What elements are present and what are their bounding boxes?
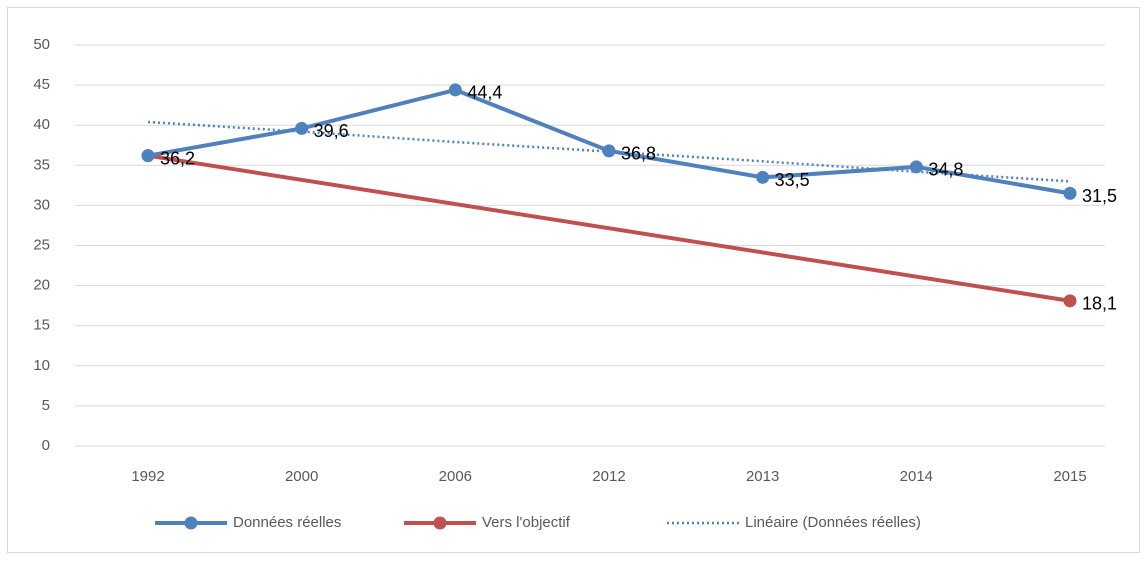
data-point (295, 121, 309, 135)
y-tick-label: 15 (33, 317, 50, 334)
y-tick-label: 5 (42, 397, 50, 414)
y-tick-label: 20 (33, 277, 50, 294)
y-tick-label: 25 (33, 236, 50, 253)
data-point (1063, 186, 1077, 200)
data-point (909, 160, 923, 174)
y-tick-label: 10 (33, 357, 50, 374)
data-label: 44,4 (467, 83, 502, 103)
legend-marker (433, 516, 447, 530)
x-tick-label: 1992 (131, 468, 164, 485)
data-point (602, 144, 616, 158)
data-point (756, 170, 770, 184)
y-tick-label: 40 (33, 116, 50, 133)
legend-marker (184, 516, 198, 530)
chart-border (7, 7, 1140, 553)
data-label: 18,1 (1082, 294, 1117, 314)
y-tick-label: 35 (33, 156, 50, 173)
data-label: 34,8 (928, 160, 963, 180)
x-tick-label: 2015 (1053, 468, 1086, 485)
data-point (448, 83, 462, 97)
legend-label: Linéaire (Données réelles) (745, 514, 921, 531)
data-label: 39,6 (314, 121, 349, 141)
x-tick-label: 2006 (439, 468, 472, 485)
x-tick-label: 2000 (285, 468, 318, 485)
y-tick-label: 0 (42, 437, 50, 454)
x-tick-label: 2013 (746, 468, 779, 485)
data-label: 33,5 (775, 170, 810, 190)
y-tick-label: 45 (33, 76, 50, 93)
x-tick-label: 2012 (592, 468, 625, 485)
data-point (1063, 294, 1077, 308)
y-tick-label: 50 (33, 36, 50, 53)
x-tick-label: 2014 (900, 468, 933, 485)
data-label: 36,2 (160, 148, 195, 168)
legend-label: Vers l'objectif (482, 514, 571, 531)
legend-label: Données réelles (233, 514, 341, 531)
data-point (141, 149, 155, 163)
data-label: 31,5 (1082, 186, 1117, 206)
y-tick-label: 30 (33, 196, 50, 213)
series-line (147, 153, 1071, 303)
data-label: 36,8 (621, 144, 656, 164)
